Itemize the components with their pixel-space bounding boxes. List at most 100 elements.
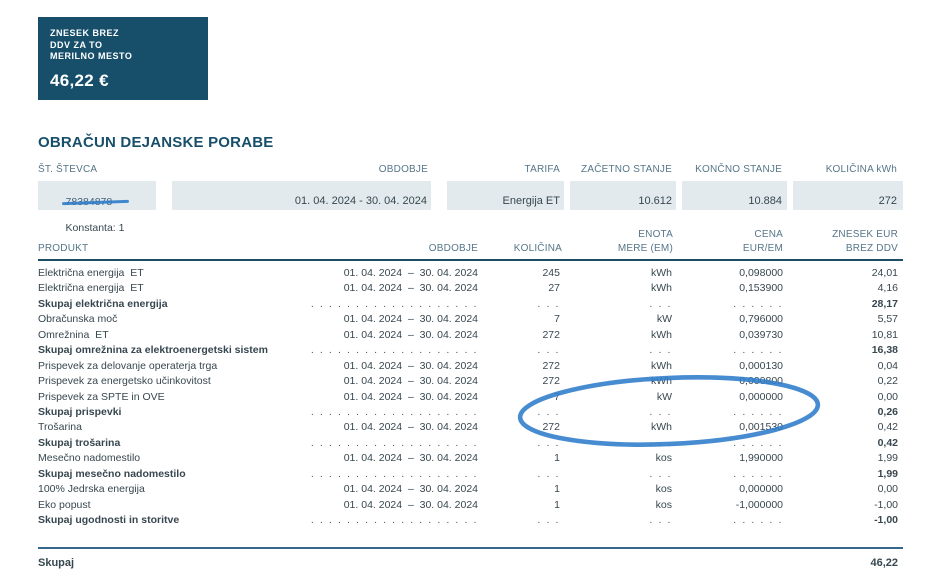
cell-enota: kos (655, 498, 672, 511)
meter-number-struck: 78384878 (65, 196, 113, 208)
cell-kolicina: . . . (537, 297, 560, 310)
cell-obdobje: 01. 04. 2024 – 30. 04. 2024 (343, 267, 478, 279)
badge-label-line1: ZNESEK BREZ (50, 28, 120, 38)
cell-znesek: -1,00 (874, 514, 898, 526)
tarifa-value: Energija ET (502, 195, 560, 207)
cell-enota: kW (656, 390, 672, 403)
header-znesek-line2: BREZ DDV (845, 243, 898, 254)
cell-obdobje: . . . . . . . . . . . . . . . . . . . (310, 514, 478, 526)
cell-enota: kWh (651, 282, 672, 295)
cell-tarifa: Energija ET (447, 181, 564, 210)
cell-znesek: 0,26 (877, 405, 898, 418)
cell-produkt: Skupaj prispevki (38, 405, 122, 418)
table-row: Eko popust 01. 04. 2024 – 30. 04. 2024 1… (38, 498, 903, 513)
cell-kolicina: 7 (554, 313, 560, 326)
cell-znesek: 10,81 (871, 328, 898, 341)
cell-kolicina: 7 (554, 390, 560, 403)
cell-obdobje: 01. 04. 2024 – 30. 04. 2024 (343, 375, 478, 388)
table-row: 100% Jedrska energija 01. 04. 2024 – 30.… (38, 482, 903, 497)
cell-produkt: Skupaj omrežnina za elektroenergetski si… (38, 344, 268, 357)
cell-produkt: Električna energija ET (38, 282, 144, 295)
cell-enota: kWh (651, 328, 672, 341)
cell-koncno-stanje: 10.884 (682, 181, 787, 210)
cell-obdobje: . . . . . . . . . . . . . . . . . . . (310, 467, 478, 480)
cell-produkt: Prispevek za SPTE in OVE (38, 390, 165, 403)
cell-obdobje: 01. 04. 2024 – 30. 04. 2024 (343, 483, 478, 496)
header-cena-line2: EUR/EM (742, 243, 783, 254)
cell-kolicina: . . . (537, 436, 560, 449)
badge-amount: 46,22 € (50, 70, 109, 90)
cell-produkt: Skupaj električna energija (38, 297, 168, 310)
header-znesek-line1: ZNESEK EUR (832, 229, 898, 240)
header-rule (38, 259, 903, 261)
cell-znesek: 0,00 (877, 483, 898, 496)
table-row: Električna energija ET 01. 04. 2024 – 30… (38, 266, 903, 281)
cell-obdobje: 01. 04. 2024 – 30. 04. 2024 (343, 359, 478, 372)
cell-obdobje: . . . . . . . . . . . . . . . . . . . (310, 344, 478, 357)
cell-obdobje: 01. 04. 2024 – 30. 04. 2024 (343, 452, 478, 465)
cell-znesek: 0,00 (877, 390, 898, 403)
cell-enota: . . . (649, 405, 672, 418)
cell-enota: . . . (649, 344, 672, 357)
zacetno-value: 10.612 (638, 195, 672, 207)
cell-zacetno-stanje: 10.612 (570, 181, 676, 210)
cell-obdobje: 01. 04. 2024 – 30. 04. 2024 (343, 328, 478, 341)
cell-produkt: Električna energija ET (38, 267, 144, 279)
cell-produkt: Eko popust (38, 498, 91, 511)
cell-cena: 1,990000 (739, 452, 783, 465)
cell-znesek: 5,57 (877, 313, 898, 326)
cell-produkt: Skupaj mesečno nadomestilo (38, 467, 186, 480)
cell-cena: 0,098000 (739, 267, 783, 279)
table-row: Skupaj omrežnina za elektroenergetski si… (38, 343, 903, 358)
cell-cena: 0,000800 (739, 375, 783, 388)
cell-produkt: Skupaj ugodnosti in storitve (38, 514, 180, 526)
table-row: Skupaj trošarina . . . . . . . . . . . .… (38, 436, 903, 451)
cell-cena: 0,796000 (739, 313, 783, 326)
table-row: Prispevek za delovanje operaterja trga 0… (38, 359, 903, 374)
cell-kolicina: 1 (554, 452, 560, 465)
table-row: Skupaj prispevki . . . . . . . . . . . .… (38, 405, 903, 420)
cell-znesek: 4,16 (877, 282, 898, 295)
header-produkt: PRODUKT (38, 243, 89, 254)
cell-kolicina: 245 (542, 267, 560, 279)
cell-enota: kos (655, 452, 672, 465)
cell-znesek: 1,99 (877, 467, 898, 480)
cell-produkt: Trošarina (38, 421, 82, 434)
cell-enota: . . . (649, 297, 672, 310)
badge-label-line2: DDV ZA TO (50, 39, 103, 50)
header-enota-line2: MERE (EM) (617, 243, 673, 254)
cell-znesek: 0,42 (877, 421, 898, 434)
cell-enota: . . . (649, 467, 672, 480)
cell-enota: kWh (651, 421, 672, 434)
cell-obdobje: 01. 04. 2024 – 30. 04. 2024 (343, 390, 478, 403)
header-kolicina-kwh: KOLIČINA kWh (825, 164, 897, 175)
cell-obdobje: 01. 04. 2024 – 30. 04. 2024 (343, 313, 478, 326)
table-row: Skupaj mesečno nadomestilo . . . . . . .… (38, 467, 903, 482)
section-title: OBRAČUN DEJANSKE PORABE (38, 134, 274, 151)
header-tarifa: TARIFA (524, 164, 560, 175)
cell-kolicina: . . . (537, 344, 560, 357)
cell-produkt: Mesečno nadomestilo (38, 452, 141, 465)
table-row: Električna energija ET 01. 04. 2024 – 30… (38, 281, 903, 296)
cell-enota: kWh (651, 375, 672, 388)
cell-kolicina: 272 (542, 328, 560, 341)
header-st-stevca: ŠT. ŠTEVCA (38, 164, 98, 175)
cell-produkt: Prispevek za delovanje operaterja trga (38, 359, 218, 372)
header-enota-line1: ENOTA (638, 229, 673, 240)
header-cena-line1: CENA (754, 229, 783, 240)
cell-enota: . . . (649, 436, 672, 449)
cell-enota: kWh (651, 267, 672, 279)
cell-kolicina: . . . (537, 405, 560, 418)
cell-produkt: Prispevek za energetsko učinkovitost (38, 375, 211, 388)
cell-enota: . . . (649, 514, 672, 526)
cell-kolicina: . . . (537, 514, 560, 526)
cell-obdobje: 01. 04. 2024 – 30. 04. 2024 (343, 282, 478, 295)
cell-produkt: Omrežnina ET (38, 328, 109, 341)
cell-enota: kWh (651, 359, 672, 372)
cell-enota: kW (656, 313, 672, 326)
cell-cena: 0,000130 (739, 359, 783, 372)
total-amount: 46,22 (870, 557, 898, 569)
cell-kolicina: 27 (548, 282, 560, 295)
cell-cena: . . . . . . (733, 344, 783, 357)
